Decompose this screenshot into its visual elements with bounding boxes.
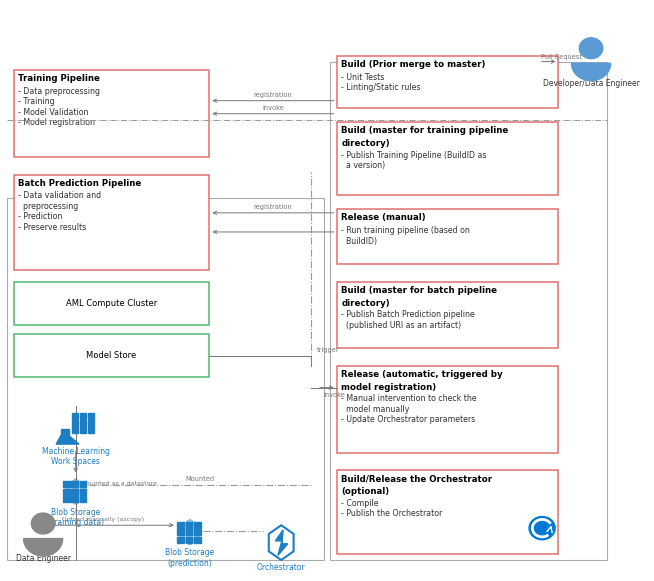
Text: BuildID): BuildID) <box>341 236 377 246</box>
Text: Data Engineer: Data Engineer <box>16 554 71 563</box>
Text: Orchestrator: Orchestrator <box>257 563 305 572</box>
Bar <box>177 522 184 528</box>
Bar <box>337 470 559 554</box>
Bar <box>14 174 209 270</box>
Bar <box>80 481 86 487</box>
Bar <box>80 413 86 418</box>
Text: Blob Storage
(training data): Blob Storage (training data) <box>48 508 104 527</box>
Text: registration: registration <box>254 204 292 210</box>
Text: invoke: invoke <box>262 105 284 111</box>
Bar <box>88 427 94 432</box>
Text: Build (Prior merge to master): Build (Prior merge to master) <box>341 60 485 69</box>
Text: Blob Storage
(prediction): Blob Storage (prediction) <box>165 548 215 568</box>
Text: - Update Orchestrator parameters: - Update Orchestrator parameters <box>341 415 475 424</box>
Text: Build/Release the Orchestrator: Build/Release the Orchestrator <box>341 474 492 483</box>
Text: Release (automatic, triggered by: Release (automatic, triggered by <box>341 370 503 379</box>
Text: - Preserve results: - Preserve results <box>18 223 86 232</box>
Bar <box>63 481 69 487</box>
Polygon shape <box>65 479 86 504</box>
Text: Upload manually (azcopy): Upload manually (azcopy) <box>62 517 145 522</box>
Circle shape <box>31 513 55 534</box>
Text: - Model registration: - Model registration <box>18 119 95 127</box>
Text: - Model Validation: - Model Validation <box>18 108 89 117</box>
Bar <box>88 413 94 418</box>
Bar <box>73 427 78 432</box>
Bar <box>186 522 192 528</box>
Text: - Prediction: - Prediction <box>18 212 63 221</box>
Bar <box>80 489 86 494</box>
Text: Machine Learning
Work Spaces: Machine Learning Work Spaces <box>42 447 110 467</box>
Text: - Unit Tests: - Unit Tests <box>341 73 385 81</box>
Text: - Publish Training Pipeline (BuildID as: - Publish Training Pipeline (BuildID as <box>341 151 487 160</box>
Text: - Manual intervention to check the: - Manual intervention to check the <box>341 394 477 403</box>
Circle shape <box>529 517 555 540</box>
Text: directory): directory) <box>341 299 390 307</box>
Bar <box>14 282 209 325</box>
Bar <box>73 420 78 425</box>
Text: Batch Prediction Pipeline: Batch Prediction Pipeline <box>18 178 141 188</box>
Wedge shape <box>572 63 611 81</box>
Text: - Run training pipeline (based on: - Run training pipeline (based on <box>341 226 470 235</box>
Text: directory): directory) <box>341 139 390 148</box>
Bar <box>14 334 209 378</box>
Text: - Publish Batch Prediction pipeline: - Publish Batch Prediction pipeline <box>341 310 475 319</box>
Bar <box>71 481 78 487</box>
Bar <box>80 496 86 502</box>
Bar <box>73 413 78 418</box>
Bar <box>14 70 209 157</box>
Text: (published URI as an artifact): (published URI as an artifact) <box>341 321 461 329</box>
Bar <box>61 429 69 435</box>
Bar <box>177 529 184 535</box>
Polygon shape <box>180 519 200 545</box>
Text: - Publish the Orchestrator: - Publish the Orchestrator <box>341 509 443 518</box>
Bar <box>194 529 201 535</box>
Text: registration: registration <box>254 92 292 98</box>
Bar <box>194 537 201 543</box>
Polygon shape <box>56 435 79 444</box>
Bar <box>7 198 324 560</box>
Bar <box>337 282 559 349</box>
Text: Mounted: Mounted <box>185 476 215 482</box>
Circle shape <box>579 38 603 59</box>
Text: Model Store: Model Store <box>86 351 137 360</box>
Bar <box>63 496 69 502</box>
Text: trigger: trigger <box>317 347 339 353</box>
Text: Build (master for batch pipeline: Build (master for batch pipeline <box>341 286 497 295</box>
Text: (optional): (optional) <box>341 487 389 496</box>
Bar <box>71 496 78 502</box>
Bar <box>177 537 184 543</box>
Bar <box>337 366 559 453</box>
Bar <box>337 209 559 264</box>
Polygon shape <box>275 530 288 555</box>
Text: AML Compute Cluster: AML Compute Cluster <box>66 299 157 308</box>
Text: Release (manual): Release (manual) <box>341 213 426 223</box>
Bar <box>330 62 608 560</box>
Bar <box>71 489 78 494</box>
Bar <box>337 123 559 195</box>
Text: a version): a version) <box>341 162 385 170</box>
Bar <box>63 489 69 494</box>
Text: Training Pipeline: Training Pipeline <box>18 74 100 83</box>
Text: Mounted as a datastore: Mounted as a datastore <box>82 480 157 486</box>
Bar <box>186 529 192 535</box>
Text: model registration): model registration) <box>341 383 436 392</box>
Text: - Data validation and: - Data validation and <box>18 191 101 200</box>
Text: - Linting/Static rules: - Linting/Static rules <box>341 83 421 92</box>
Bar <box>88 420 94 425</box>
Text: - Training: - Training <box>18 98 55 106</box>
Bar <box>186 537 192 543</box>
Text: Developer/Data Engineer: Developer/Data Engineer <box>543 79 640 88</box>
Bar <box>337 56 559 108</box>
Bar <box>80 420 86 425</box>
Text: Build (master for training pipeline: Build (master for training pipeline <box>341 127 508 135</box>
Text: invoke: invoke <box>324 392 345 398</box>
Text: preprocessing: preprocessing <box>18 202 78 211</box>
Text: - Data preprocessing: - Data preprocessing <box>18 87 100 96</box>
Bar <box>80 427 86 432</box>
Text: model manually: model manually <box>341 405 409 414</box>
Bar <box>194 522 201 528</box>
Wedge shape <box>24 539 63 556</box>
Text: Pull Request: Pull Request <box>542 54 582 60</box>
Text: - Compile: - Compile <box>341 498 379 508</box>
